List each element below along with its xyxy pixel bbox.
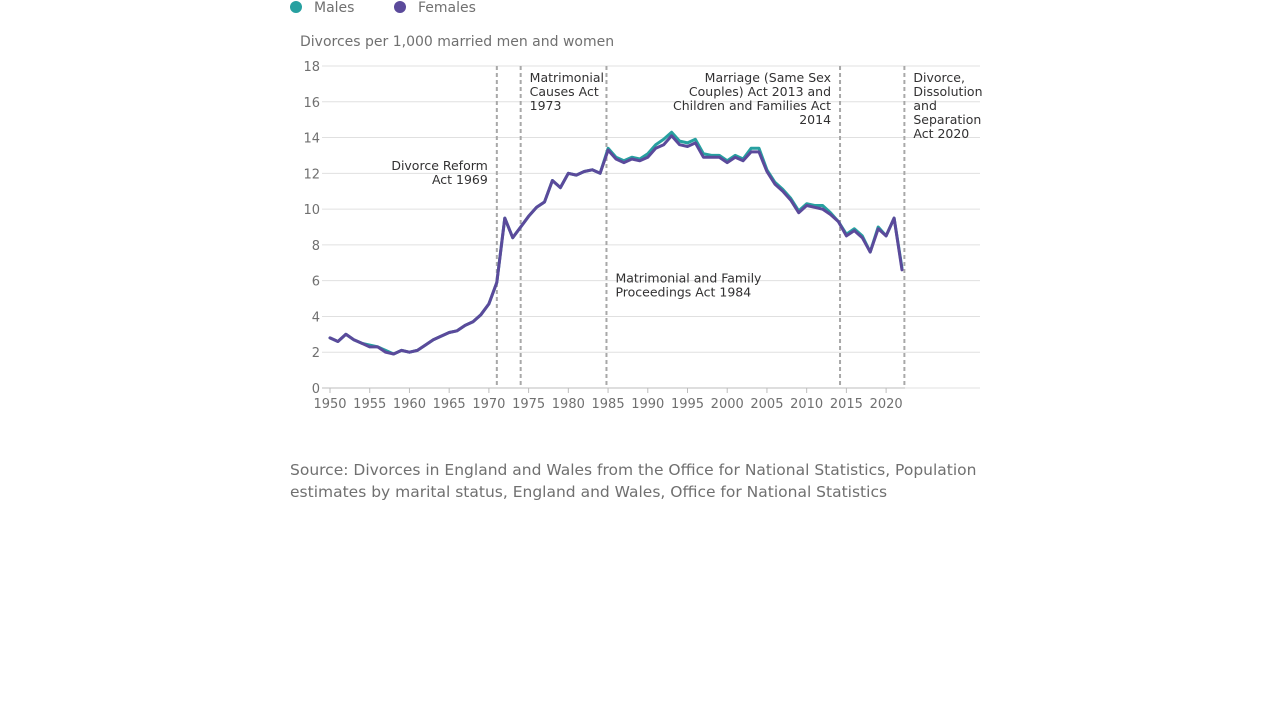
legend-item-males[interactable]: Males xyxy=(290,0,354,16)
x-tick-label-1995: 1995 xyxy=(671,397,704,412)
annotation-label-4-line-1: Dissolution xyxy=(913,84,982,99)
annotation-label-0-line-1: Act 1969 xyxy=(432,172,488,187)
y-tick-label-10: 10 xyxy=(303,203,320,218)
x-tick-label-1950: 1950 xyxy=(313,397,346,412)
x-tick-label-2020: 2020 xyxy=(870,397,903,412)
legend-item-females[interactable]: Females xyxy=(394,0,476,16)
source-note: Source: Divorces in England and Wales fr… xyxy=(290,461,977,501)
legend: Males Females xyxy=(290,0,476,16)
legend-swatch-males xyxy=(290,1,302,13)
annotation-label-1-line-1: Causes Act xyxy=(530,84,599,99)
legend-label-males: Males xyxy=(314,0,354,16)
annotation-label-3-line-2: Children and Families Act xyxy=(673,98,831,113)
y-tick-label-16: 16 xyxy=(303,96,320,111)
legend-swatch-females xyxy=(394,1,406,13)
annotation-label-2-line-0: Matrimonial and Family xyxy=(615,270,762,285)
x-tick-label-1975: 1975 xyxy=(512,397,545,412)
legend-label-females: Females xyxy=(418,0,476,16)
x-tick-label-1955: 1955 xyxy=(353,397,386,412)
series-line-females xyxy=(328,134,904,356)
divorce-rate-chart: Males Females Divorces per 1,000 married… xyxy=(290,0,983,412)
annotation-label-3-line-3: 2014 xyxy=(799,112,831,127)
y-tick-label-18: 18 xyxy=(303,60,320,75)
y-tick-label-6: 6 xyxy=(312,275,320,290)
y-tick-label-12: 12 xyxy=(303,167,320,182)
annotation-label-4-line-4: Act 2020 xyxy=(913,126,969,141)
x-tick-label-1960: 1960 xyxy=(393,397,426,412)
annotation-label-3-line-0: Marriage (Same Sex xyxy=(705,70,831,85)
x-tick-label-1965: 1965 xyxy=(433,397,466,412)
y-tick-label-14: 14 xyxy=(303,132,320,147)
annotation-label-1-line-0: Matrimonial xyxy=(530,70,604,85)
y-tick-label-4: 4 xyxy=(312,310,320,325)
x-axis-ticks: 1950 1955 1960 1965 1970 1975 1980 1985 1990 1995… xyxy=(313,388,903,412)
x-tick-label-1985: 1985 xyxy=(592,397,625,412)
x-tick-label-2000: 2000 xyxy=(711,397,744,412)
annotation-label-4-line-0: Divorce, xyxy=(913,70,965,85)
gridlines xyxy=(322,65,980,389)
y-tick-label-8: 8 xyxy=(312,239,320,254)
y-axis-ticks: 0 2 4 6 8 10 12 14 16 18 xyxy=(303,60,320,397)
x-tick-label-1980: 1980 xyxy=(552,397,585,412)
y-tick-label-0: 0 xyxy=(312,382,320,397)
annotation-label-2-line-1: Proceedings Act 1984 xyxy=(615,284,751,299)
annotation-label-3-line-1: Couples) Act 2013 and xyxy=(689,84,831,99)
y-axis-label: Divorces per 1,000 married men and women xyxy=(300,34,614,50)
x-tick-label-1990: 1990 xyxy=(631,397,664,412)
x-tick-label-2015: 2015 xyxy=(830,397,863,412)
x-tick-label-2005: 2005 xyxy=(750,397,783,412)
annotation-label-4-line-2: and xyxy=(913,98,937,113)
series-lines xyxy=(328,130,904,356)
annotation-label-0-line-0: Divorce Reform xyxy=(391,158,488,173)
x-tick-label-2010: 2010 xyxy=(790,397,823,412)
annotation-label-4-line-3: Separation xyxy=(913,112,981,127)
y-tick-label-2: 2 xyxy=(312,346,320,361)
annotation-label-1-line-2: 1973 xyxy=(530,98,562,113)
x-tick-label-1970: 1970 xyxy=(472,397,505,412)
